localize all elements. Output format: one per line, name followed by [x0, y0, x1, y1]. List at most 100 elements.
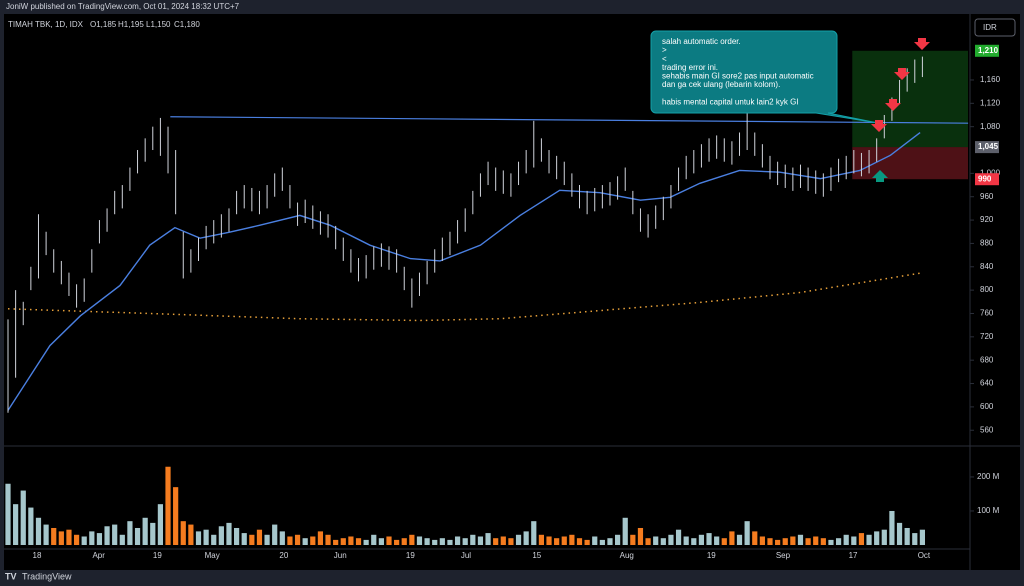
volume-bar: [843, 534, 849, 545]
currency[interactable]: IDR: [983, 23, 997, 32]
volume-bar: [157, 504, 163, 545]
volume-bar: [13, 504, 19, 545]
volume-bar: [51, 527, 57, 545]
published: JoniW published on TradingView.com, Oct …: [6, 2, 240, 11]
volume-bar: [569, 534, 575, 545]
y-tick-label: 800: [980, 285, 994, 294]
volume-bar: [195, 531, 202, 545]
volume-bar: [409, 534, 415, 545]
volume-bar: [683, 536, 689, 545]
volume-bar: [668, 534, 674, 545]
x-tick-label: Sep: [776, 551, 791, 560]
volume-bar: [454, 536, 461, 545]
price-label: 1,045: [978, 142, 999, 151]
x-tick-label: 18: [33, 551, 42, 560]
volume-bar: [66, 529, 72, 545]
volume-bar: [828, 539, 834, 545]
volume-bar: [416, 536, 423, 545]
volume-bar: [919, 529, 925, 545]
volume-bar: [35, 517, 42, 545]
volume-bar: [127, 521, 133, 545]
y-tick-label: 880: [980, 239, 994, 248]
volume-bar: [561, 536, 567, 545]
volume-bar: [20, 490, 26, 545]
x-tick-label: Jun: [334, 551, 347, 560]
volume-bar: [675, 529, 682, 545]
callout-text: sehabis main GI sore2 pas input automati…: [662, 72, 814, 81]
volume-bar: [599, 539, 605, 545]
chart-bg: [4, 14, 1020, 570]
x-tick-label: Aug: [620, 551, 634, 560]
down-arrow: [914, 38, 930, 50]
volume-bar: [576, 538, 583, 545]
volume-bar: [96, 533, 103, 545]
volume-bar: [234, 527, 240, 545]
volume-bar: [721, 538, 727, 545]
volume-bar: [302, 538, 308, 545]
y-tick-label: 1,160: [980, 75, 1001, 84]
volume-bar: [28, 507, 34, 545]
volume-bar: [523, 531, 529, 545]
volume-bar: [5, 483, 11, 545]
volume-bar: [835, 538, 842, 545]
volume-bar: [317, 531, 324, 545]
volume-bar: [447, 539, 453, 545]
volume-bar: [851, 536, 857, 545]
y-tick-label: 1,120: [980, 98, 1001, 107]
y-tick-label: 720: [980, 332, 994, 341]
volume-bar: [775, 539, 781, 545]
x-tick-label: Apr: [92, 551, 105, 560]
ohlc-value: C1,180: [174, 20, 200, 29]
volume-bar: [394, 539, 400, 545]
volume-bar: [348, 536, 354, 545]
volume-bar: [637, 527, 644, 545]
volume-bar: [439, 538, 445, 545]
volume-bar: [714, 536, 720, 545]
y-tick-label: 760: [980, 309, 994, 318]
y-tick-label: 640: [980, 379, 994, 388]
volume-bar: [180, 521, 186, 545]
callout-text: dan ga cek ulang (lebarin kolom).: [662, 80, 780, 89]
volume-bar: [881, 529, 887, 545]
trendline: [170, 116, 969, 124]
volume-bar: [592, 536, 598, 545]
volume-bar: [310, 536, 316, 545]
callout-text: trading error ini.: [662, 63, 718, 72]
volume-bar: [889, 510, 895, 545]
price-label-bg: [975, 141, 999, 154]
volume-bar: [203, 529, 209, 545]
callout-text: <: [662, 54, 667, 63]
volume-bar: [813, 536, 819, 545]
price-label-bg: [975, 44, 999, 57]
volume-bar: [645, 538, 651, 545]
callout: [650, 30, 879, 124]
currency-button[interactable]: [974, 18, 1016, 37]
down-arrow: [871, 120, 887, 132]
volume-bar: [500, 536, 506, 545]
volume-bar: [401, 538, 407, 545]
down-arrow: [885, 99, 901, 111]
volume-bar: [904, 527, 910, 545]
y-tick-label: 840: [980, 262, 994, 271]
volume-bar: [896, 522, 903, 545]
volume-bar: [607, 538, 613, 545]
volume-bar: [73, 534, 80, 545]
volume-bar: [333, 539, 339, 545]
callout-text: habis mental capital untuk lain2 kyk GI: [662, 97, 799, 106]
callout-text: salah automatic order.: [662, 37, 741, 46]
volume-bar: [43, 524, 49, 545]
down-arrow: [894, 68, 910, 80]
x-tick-label: 17: [849, 551, 858, 560]
volume-bar: [858, 533, 865, 545]
volume-bar: [279, 531, 285, 545]
volume-bar: [874, 531, 880, 545]
volume-bar: [706, 533, 712, 545]
y-tick-label: 1,080: [980, 122, 1001, 131]
volume-bar: [325, 534, 331, 545]
volume-bar: [134, 527, 141, 545]
y-tick-label: 560: [980, 425, 994, 434]
volume-bar: [752, 531, 758, 545]
volume-bar: [355, 538, 362, 545]
